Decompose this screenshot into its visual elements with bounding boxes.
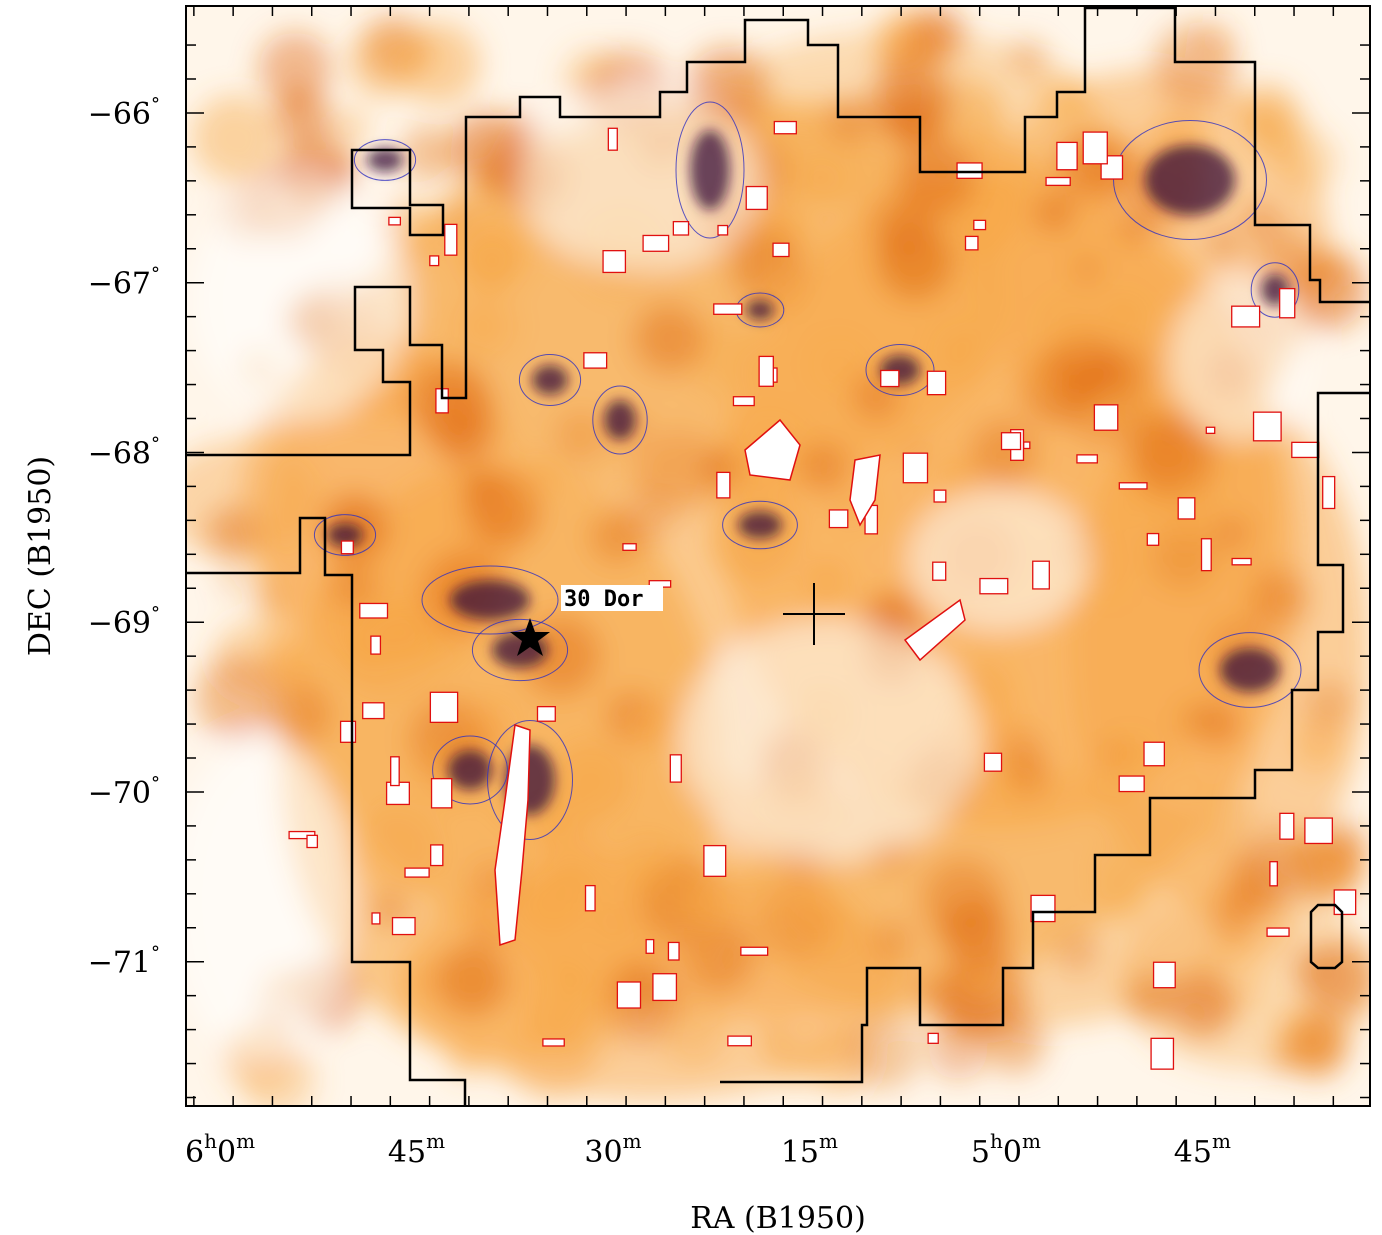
x-tick-label: 5h0m: [971, 1129, 1041, 1170]
y-tick-label: −70°: [88, 773, 160, 811]
survey-boundary: [186, 6, 1370, 1106]
y-tick-label: −67°: [88, 264, 160, 302]
label-30dor-background: [561, 585, 663, 611]
diffuse-emission: [186, 6, 1370, 1106]
plot-frame: [185, 5, 1371, 1107]
x-tick-label: 45m: [1174, 1129, 1231, 1170]
x-tick-label: 6h0m: [185, 1129, 255, 1170]
annotations: 30 Dor: [510, 583, 845, 656]
x-axis-label: RA (B1950): [690, 1201, 866, 1235]
label-30dor: 30 Dor: [564, 587, 643, 612]
x-tick-label: 15m: [781, 1129, 838, 1170]
x-tick-label: 30m: [584, 1129, 641, 1170]
x-axis-ticks: [193, 6, 1335, 1106]
cross-marker: [783, 583, 845, 645]
y-axis-tick-labels: −66° −67° −68° −69° −70° −71°: [88, 94, 160, 981]
x-axis-tick-labels: 6h0m 45m 30m 15m 5h0m 45m: [185, 1129, 1231, 1170]
x-tick-label: 45m: [388, 1129, 445, 1170]
star-marker: [510, 618, 550, 656]
y-axis-label: DEC (B1950): [23, 456, 58, 656]
emission-map: [186, 6, 1370, 1106]
survey-boundary-loop: [350, 148, 1344, 970]
y-tick-label: −69°: [88, 603, 160, 641]
y-tick-label: −66°: [88, 94, 160, 132]
y-axis-ticks: [186, 44, 1370, 1099]
y-tick-label: −71°: [88, 943, 160, 981]
y-tick-label: −68°: [88, 433, 160, 471]
contour-layer: [288, 101, 1357, 1070]
